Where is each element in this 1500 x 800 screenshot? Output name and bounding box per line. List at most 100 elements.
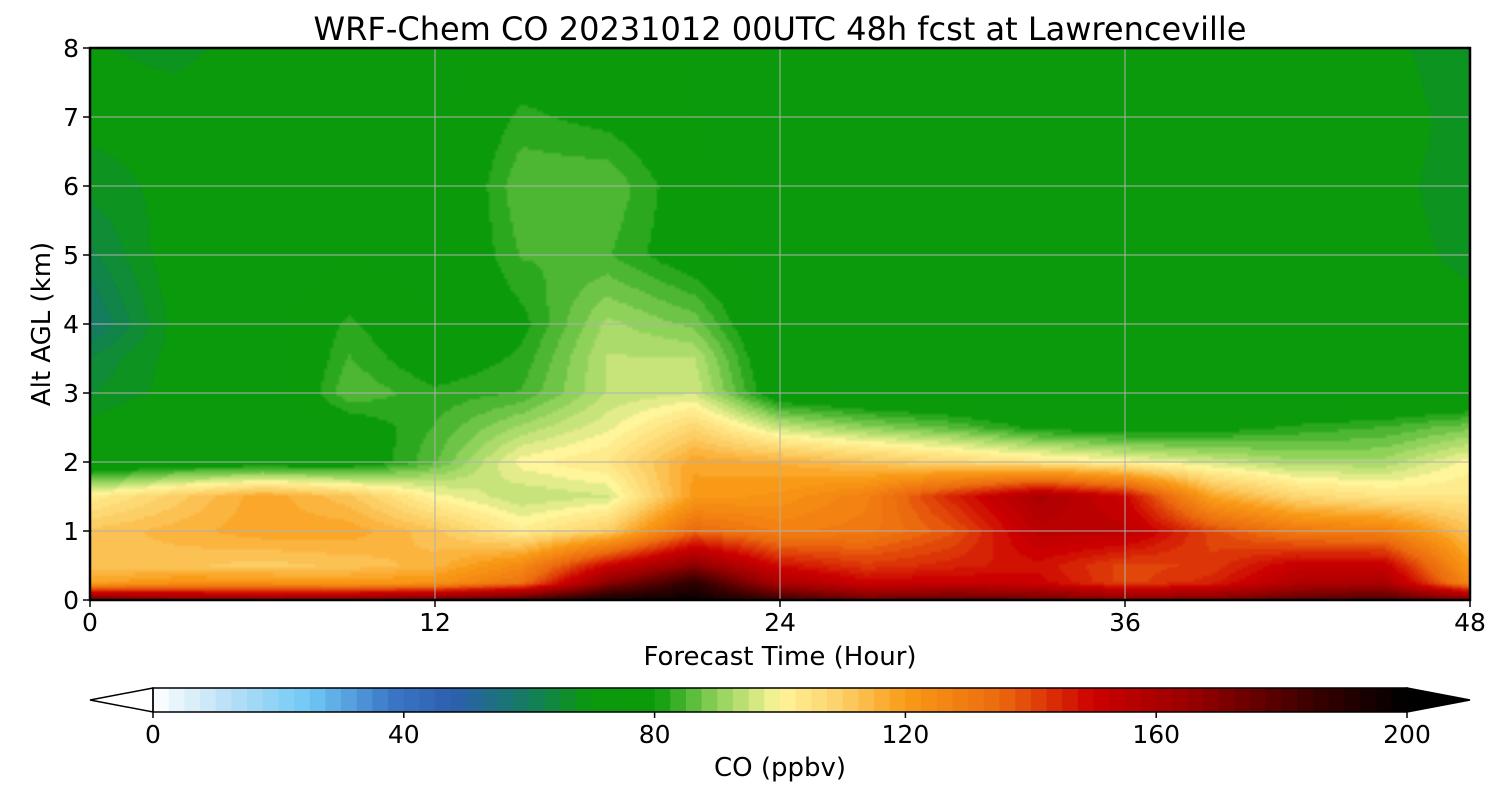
colorbar-level — [921, 688, 938, 712]
colorbar-level — [544, 688, 562, 712]
y-tick-label: 5 — [63, 241, 79, 270]
x-axis-label: Forecast Time (Hour) — [643, 642, 916, 672]
colorbar-level — [607, 688, 624, 712]
x-tick-label: 24 — [764, 608, 796, 637]
colorbar-level — [356, 688, 374, 712]
colorbar-level — [529, 688, 546, 712]
colorbar-level — [952, 688, 969, 712]
colorbar-level — [419, 688, 436, 712]
colorbar-extend-max — [1406, 687, 1471, 713]
colorbar-ticks: 0 40 80 120 160 200 — [145, 712, 1431, 749]
colorbar-level — [513, 688, 530, 712]
y-tick-label: 8 — [63, 34, 79, 63]
y-tick-label: 4 — [63, 310, 79, 339]
colorbar-level — [200, 688, 217, 712]
colorbar-level — [1359, 688, 1377, 712]
colorbar-level — [153, 688, 170, 712]
colorbar-level — [889, 688, 907, 712]
x-tick-label: 36 — [1109, 608, 1141, 637]
colorbar-level — [231, 688, 248, 712]
colorbar-level — [1093, 688, 1110, 712]
colorbar-label: CO (ppbv) — [714, 753, 846, 783]
y-axis-label: Alt AGL (km) — [27, 242, 57, 406]
colorbar-level — [858, 688, 875, 712]
colorbar-level — [497, 688, 515, 712]
colorbar-level — [1187, 688, 1204, 712]
colorbar-level — [1109, 688, 1126, 712]
colorbar-level — [309, 688, 327, 712]
y-tick-label: 3 — [63, 379, 79, 408]
colorbar-tick-label: 200 — [1383, 720, 1431, 749]
x-tick-label: 12 — [419, 608, 451, 637]
colorbar-level — [278, 688, 295, 712]
colorbar-level — [247, 688, 264, 712]
colorbar-level — [654, 688, 671, 712]
colorbar-level — [717, 688, 734, 712]
colorbar-level — [294, 688, 311, 712]
colorbar-level — [1156, 688, 1173, 712]
colorbar-level — [482, 688, 499, 712]
colorbar-level — [968, 688, 985, 712]
colorbar-level — [638, 688, 656, 712]
colorbar-level — [701, 688, 718, 712]
colorbar-level — [325, 688, 342, 712]
colorbar-level — [1203, 688, 1220, 712]
colorbar-level — [1375, 688, 1392, 712]
colorbar-level — [827, 688, 844, 712]
colorbar-level — [388, 688, 405, 712]
colorbar-tick-label: 80 — [639, 720, 671, 749]
colorbar-level — [1171, 688, 1189, 712]
y-tick-label: 1 — [63, 517, 79, 546]
colorbar-level — [748, 688, 765, 712]
colorbar-level — [1030, 688, 1048, 712]
colorbar-level — [842, 688, 859, 712]
colorbar-level — [466, 688, 483, 712]
colorbar-level — [1124, 688, 1142, 712]
colorbar-level — [936, 688, 954, 712]
colorbar-level — [184, 688, 201, 712]
colorbar — [89, 687, 1471, 713]
colorbar-level — [215, 688, 232, 712]
colorbar-level — [1218, 688, 1236, 712]
colorbar-level — [795, 688, 812, 712]
colorbar-level — [732, 688, 750, 712]
colorbar-level — [450, 688, 468, 712]
colorbar-level — [1281, 688, 1298, 712]
x-tick-label: 48 — [1454, 608, 1486, 637]
colorbar-level — [1077, 688, 1095, 712]
colorbar-level — [576, 688, 593, 712]
colorbar-level — [1344, 688, 1361, 712]
colorbar-level — [623, 688, 640, 712]
chart-title: WRF-Chem CO 20231012 00UTC 48h fcst at L… — [314, 10, 1247, 48]
colorbar-level — [780, 688, 797, 712]
colorbar-level — [1391, 688, 1408, 712]
colorbar-level — [403, 688, 421, 712]
colorbar-level — [983, 688, 1001, 712]
colorbar-level — [591, 688, 609, 712]
colorbar-level — [1015, 688, 1032, 712]
colorbar-level — [1046, 688, 1063, 712]
colorbar-tick-label: 160 — [1132, 720, 1180, 749]
y-tick-label: 0 — [63, 586, 79, 615]
colorbar-tick-label: 0 — [145, 720, 161, 749]
colorbar-level — [670, 688, 687, 712]
colorbar-frame — [152, 687, 1408, 713]
colorbar-level — [1140, 688, 1157, 712]
colorbar-level — [168, 688, 185, 712]
colorbar-level — [1328, 688, 1345, 712]
colorbar-level — [435, 688, 452, 712]
y-tick-label: 7 — [63, 103, 79, 132]
colorbar-level — [1297, 688, 1314, 712]
colorbar-level — [1265, 688, 1283, 712]
colorbar-level — [999, 688, 1016, 712]
x-tick-label: 0 — [82, 608, 98, 637]
colorbar-tick-label: 120 — [882, 720, 930, 749]
colorbar-level — [1062, 688, 1079, 712]
grid-lines — [90, 48, 1470, 600]
colorbar-level — [764, 688, 781, 712]
y-axis: 0 1 2 3 4 5 6 7 8 — [63, 34, 90, 615]
colorbar-level — [685, 688, 703, 712]
colorbar-level — [905, 688, 922, 712]
colorbar-level — [341, 688, 358, 712]
